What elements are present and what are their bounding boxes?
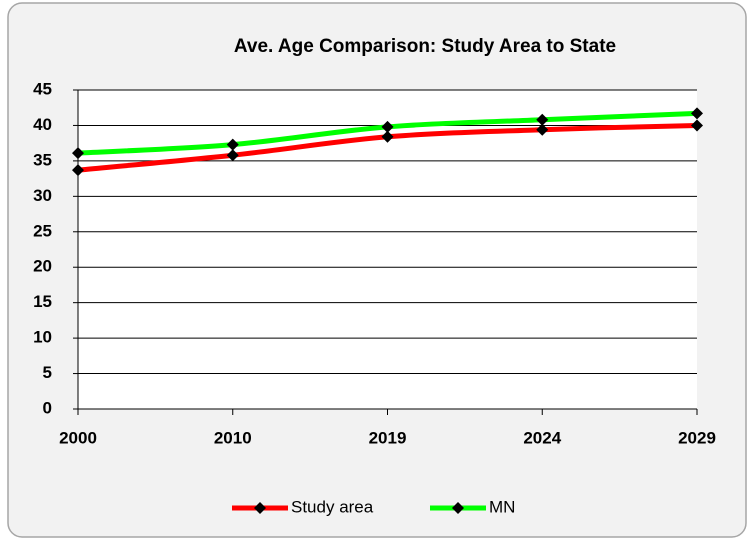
legend-label: MN <box>489 497 515 516</box>
data-point <box>226 138 239 151</box>
data-point <box>226 149 239 162</box>
data-point <box>72 164 84 177</box>
y-tick-label: 25 <box>33 221 52 240</box>
x-tick-label: 2024 <box>523 428 561 447</box>
chart-title: Ave. Age Comparison: Study Area to State <box>234 36 616 57</box>
plot-area <box>78 90 697 409</box>
y-tick-label: 5 <box>43 363 52 382</box>
x-tick-label: 2029 <box>678 428 716 447</box>
y-tick-label: 30 <box>33 186 52 205</box>
x-tick-label: 2010 <box>214 428 252 447</box>
y-tick-label: 10 <box>33 328 52 347</box>
y-tick-label: 0 <box>43 398 52 417</box>
legend-label: Study area <box>291 497 374 516</box>
data-point <box>536 113 549 126</box>
y-tick-label: 20 <box>33 257 52 276</box>
y-tick-label: 15 <box>33 292 52 311</box>
legend-marker <box>452 502 464 514</box>
data-point <box>381 120 394 133</box>
data-point <box>691 119 703 132</box>
data-point <box>381 130 394 143</box>
data-point <box>536 123 549 136</box>
data-point <box>72 147 84 160</box>
y-tick-label: 45 <box>33 79 52 98</box>
y-tick-label: 35 <box>33 150 52 169</box>
x-tick-label: 2000 <box>59 428 97 447</box>
data-point <box>691 107 703 120</box>
x-tick-label: 2019 <box>369 428 407 447</box>
y-tick-label: 40 <box>33 115 52 134</box>
legend-marker <box>254 502 266 514</box>
